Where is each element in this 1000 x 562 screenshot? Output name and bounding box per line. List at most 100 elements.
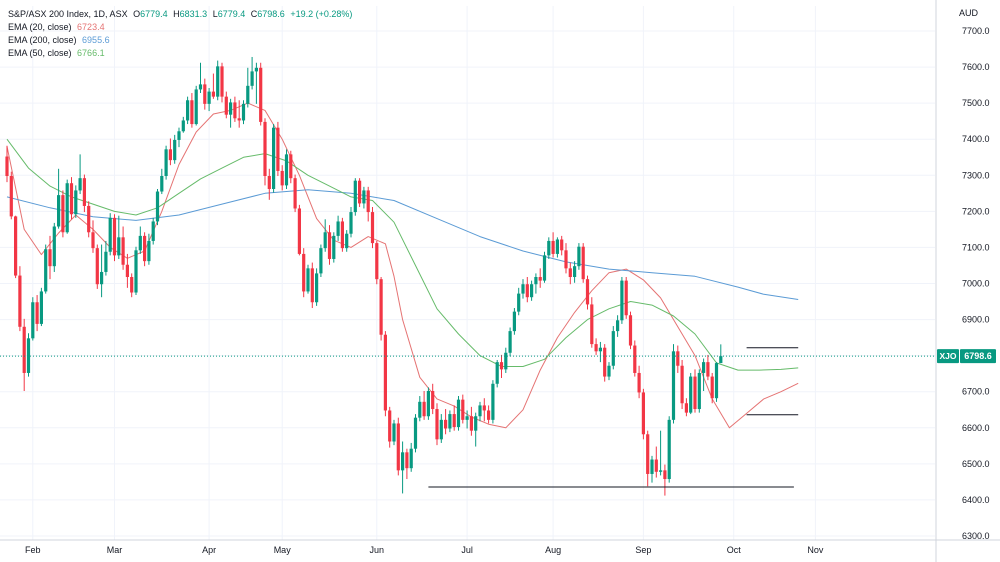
candle-body	[607, 365, 611, 377]
candle-body	[650, 459, 654, 474]
candle-body	[310, 268, 314, 303]
indicator-ema50[interactable]: EMA (50, close) 6766.1	[8, 47, 352, 60]
candle-body	[31, 302, 35, 339]
ohlc-high: H6831.3	[173, 9, 208, 19]
indicator-value: 6955.6	[82, 35, 110, 45]
x-tick-label: Jul	[461, 545, 473, 555]
candle-body	[654, 459, 658, 472]
candle-body	[409, 448, 413, 469]
candle-body	[82, 178, 86, 206]
candle-body	[186, 100, 190, 121]
candle-body	[693, 376, 697, 410]
candle-body	[547, 240, 551, 256]
candle-body	[495, 362, 499, 384]
candle-body	[465, 416, 469, 420]
y-tick-label: 7400.0	[962, 134, 990, 144]
candle-body	[207, 91, 211, 104]
candle-body	[401, 452, 405, 471]
candle-body	[336, 221, 340, 236]
candle-body	[280, 170, 284, 186]
candle-body	[57, 195, 61, 227]
y-tick-label: 7600.0	[962, 62, 990, 72]
series-line	[6, 102, 799, 429]
candle-body	[568, 268, 572, 278]
candle-body	[160, 176, 164, 192]
candle-body	[306, 268, 310, 292]
candle-body	[138, 235, 142, 251]
candle-body	[14, 216, 18, 276]
indicator-ema200[interactable]: EMA (200, close) 6955.6	[8, 34, 352, 47]
candle-body	[659, 470, 663, 472]
candle-body	[293, 178, 297, 209]
y-tick-label: 6600.0	[962, 423, 990, 433]
indicator-value: 6723.4	[77, 22, 105, 32]
candle-body	[671, 351, 676, 420]
ohlc-low: L6779.4	[212, 9, 246, 19]
indicator-label: EMA (200, close)	[8, 35, 77, 45]
currency-label: AUD	[958, 8, 978, 18]
candle-body	[487, 410, 491, 420]
candle-body	[680, 365, 684, 404]
price-change: +19.2 (+0.28%)	[290, 9, 353, 19]
candle-body	[684, 403, 688, 413]
candle-body	[426, 390, 430, 417]
candle-body	[203, 84, 207, 104]
candle-body	[246, 85, 250, 104]
candle-body	[525, 284, 529, 298]
candle-body	[422, 401, 426, 417]
ohlc-open: O6779.4	[133, 9, 168, 19]
candle-body	[379, 279, 383, 335]
candle-body	[35, 302, 39, 324]
indicator-ema20[interactable]: EMA (20, close) 6723.4	[8, 21, 352, 34]
x-tick-label: Jun	[370, 545, 385, 555]
candle-body	[284, 154, 289, 186]
candle-body	[358, 180, 362, 204]
candle-body	[173, 139, 177, 161]
y-tick-label: 7700.0	[962, 26, 990, 36]
candle-body	[461, 399, 465, 420]
symbol-title: S&P/ASX 200 Index, 1D, ASX	[8, 9, 128, 19]
candle-body	[646, 434, 650, 474]
x-tick-label: Nov	[807, 545, 824, 555]
candle-body	[444, 419, 448, 429]
candle-body	[388, 410, 392, 442]
candle-body	[530, 284, 534, 298]
candle-body	[590, 304, 594, 345]
candle-body	[697, 372, 701, 410]
candle-body	[478, 405, 482, 417]
candle-body	[633, 345, 637, 373]
candle-body	[667, 419, 671, 480]
candle-body	[39, 291, 43, 324]
candle-body	[112, 217, 117, 256]
candle-body	[332, 235, 336, 259]
candle-body	[108, 217, 112, 252]
candle-body	[26, 338, 31, 373]
candle-body	[147, 240, 151, 262]
candle-body	[555, 239, 559, 254]
candle-body	[560, 239, 564, 251]
candle-body	[517, 293, 521, 312]
candle-body	[272, 127, 276, 189]
candle-body	[48, 249, 52, 267]
series-line	[6, 138, 799, 371]
y-tick-label: 7500.0	[962, 98, 990, 108]
candle-body	[78, 178, 82, 191]
candle-body	[448, 414, 452, 429]
y-tick-label: 6400.0	[962, 495, 990, 505]
candle-body	[100, 271, 104, 285]
candle-body	[637, 372, 641, 393]
candle-body	[254, 67, 258, 72]
candle-body	[198, 84, 203, 90]
candle-body	[573, 266, 577, 278]
candle-body	[641, 392, 645, 435]
candle-body	[315, 273, 319, 303]
candle-body	[353, 180, 357, 213]
candle-body	[581, 246, 585, 280]
candle-body	[297, 208, 301, 254]
symbol-tag-label: XJO	[939, 351, 956, 361]
candle-body	[383, 334, 387, 411]
candle-body	[706, 362, 710, 377]
candle-body	[224, 96, 228, 115]
